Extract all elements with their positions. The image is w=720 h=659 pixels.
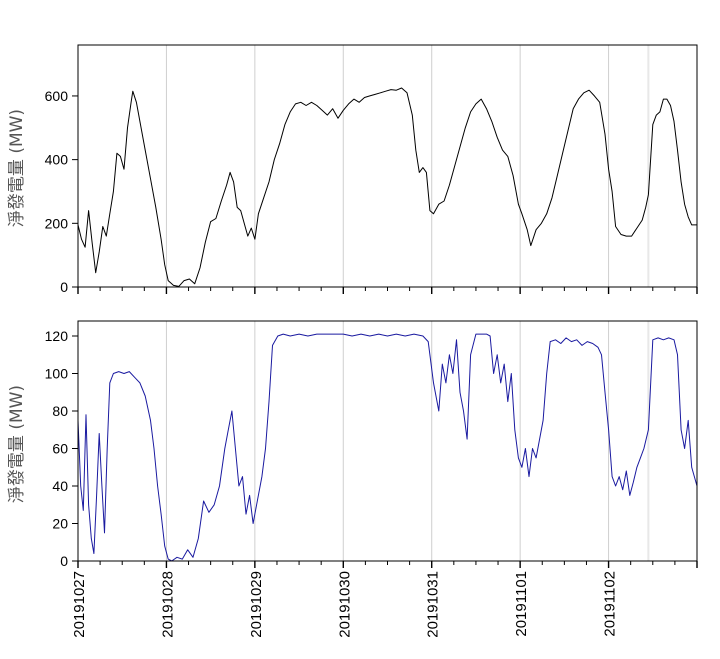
top-ytick-label-2: 400 <box>45 152 69 168</box>
bottom-panel: 0 20 40 60 80 100 120 20191027 20191028 20191029 2… <box>45 320 698 638</box>
bottom-ytick-label-1: 20 <box>52 516 68 532</box>
top-ytick-label-0: 0 <box>60 279 68 295</box>
xtick-label-20191102: 20191102 <box>602 571 619 637</box>
bottom-ylabel: 淨發電量 (MW) <box>7 385 27 503</box>
bottom-ytick-label-2: 40 <box>52 478 68 494</box>
xtick-label-20191030: 20191030 <box>336 571 353 638</box>
top-ylabel: 淨發電量 (MW) <box>7 109 27 227</box>
xtick-label-20191031: 20191031 <box>425 571 442 638</box>
top-series-line-0 <box>77 87 697 287</box>
bottom-ytick-label-5: 100 <box>45 366 69 382</box>
bottom-plot-frame <box>77 320 698 562</box>
top-panel: 0 200 400 600 <box>45 44 698 295</box>
xtick-label-20191028: 20191028 <box>159 571 176 638</box>
bottom-ytick-label-6: 120 <box>45 328 69 344</box>
bottom-series-line-0 <box>77 333 698 562</box>
xtick-label-20191101: 20191101 <box>513 571 530 637</box>
xtick-label-20191027: 20191027 <box>71 571 88 638</box>
bottom-ytick-label-4: 80 <box>52 403 68 419</box>
bottom-ytick-label-3: 60 <box>52 441 68 457</box>
bottom-ytick-label-0: 0 <box>60 553 68 569</box>
xtick-label-20191029: 20191029 <box>248 571 265 638</box>
top-ytick-label-3: 600 <box>45 88 69 104</box>
top-ytick-label-1: 200 <box>45 215 69 231</box>
top-plot-frame <box>77 44 698 288</box>
